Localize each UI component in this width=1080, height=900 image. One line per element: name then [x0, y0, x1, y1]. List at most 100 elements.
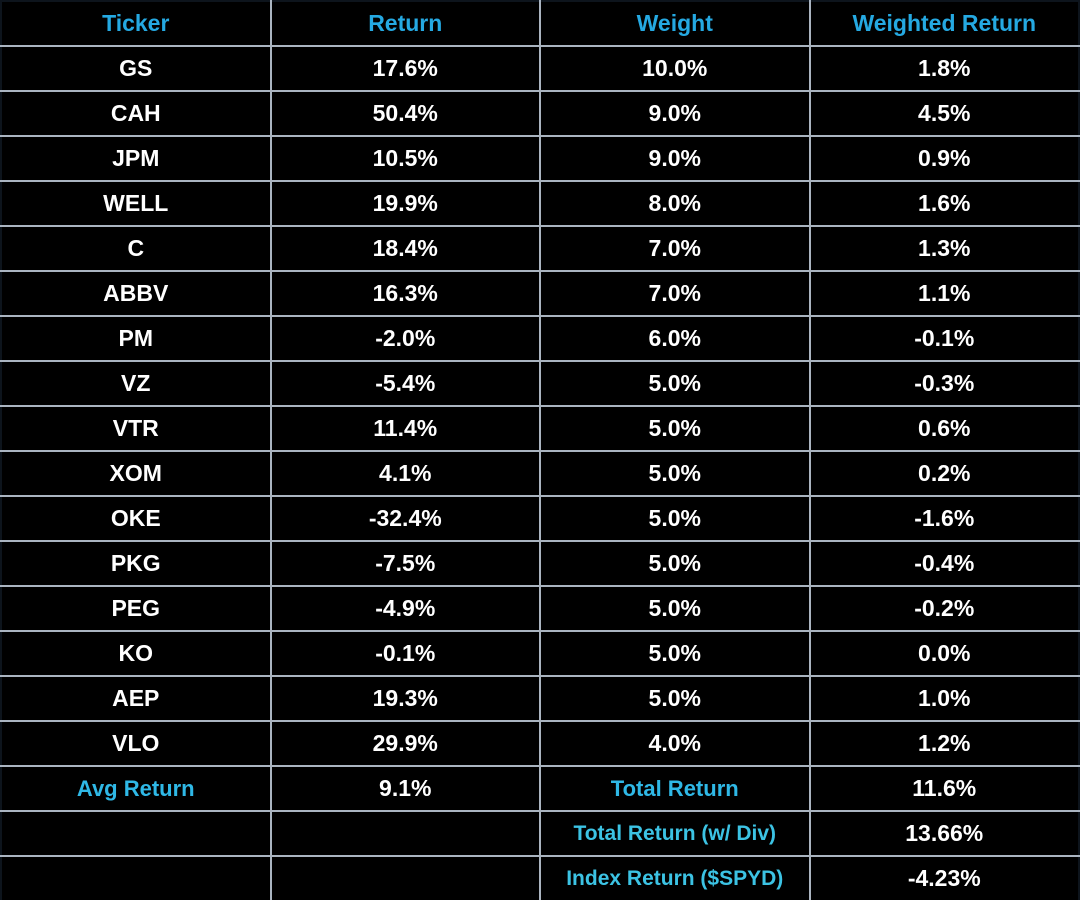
- return-cell: -0.1%: [269, 630, 541, 677]
- weight-cell: 6.0%: [539, 315, 811, 362]
- weight-cell: 5.0%: [539, 540, 811, 587]
- total-return-label: Total Return: [539, 765, 811, 812]
- table-row: KO -0.1% 5.0% 0.0%: [0, 630, 1080, 677]
- ticker-cell: VTR: [0, 405, 272, 452]
- empty-cell: [0, 855, 272, 900]
- weighted-return-cell: -0.1%: [808, 315, 1080, 362]
- ticker-cell: AEP: [0, 675, 272, 722]
- header-row: Ticker Return Weight Weighted Return: [0, 0, 1080, 47]
- weighted-return-cell: 0.9%: [808, 135, 1080, 182]
- table-row: JPM 10.5% 9.0% 0.9%: [0, 135, 1080, 182]
- return-cell: 18.4%: [269, 225, 541, 272]
- weighted-return-cell: 4.5%: [808, 90, 1080, 137]
- weight-cell: 8.0%: [539, 180, 811, 227]
- weighted-return-cell: -1.6%: [808, 495, 1080, 542]
- return-cell: 19.3%: [269, 675, 541, 722]
- total-return-value: 11.6%: [808, 765, 1080, 812]
- return-cell: 19.9%: [269, 180, 541, 227]
- weight-cell: 7.0%: [539, 270, 811, 317]
- summary-row-avg: Avg Return 9.1% Total Return 11.6%: [0, 765, 1080, 812]
- column-header-return: Return: [269, 0, 541, 47]
- return-cell: 11.4%: [269, 405, 541, 452]
- weighted-return-cell: -0.3%: [808, 360, 1080, 407]
- weighted-return-cell: 0.0%: [808, 630, 1080, 677]
- return-cell: -5.4%: [269, 360, 541, 407]
- weighted-return-cell: 0.6%: [808, 405, 1080, 452]
- table-row: VTR 11.4% 5.0% 0.6%: [0, 405, 1080, 452]
- avg-return-value: 9.1%: [269, 765, 541, 812]
- weight-cell: 5.0%: [539, 495, 811, 542]
- ticker-cell: ABBV: [0, 270, 272, 317]
- table-row: CAH 50.4% 9.0% 4.5%: [0, 90, 1080, 137]
- return-cell: -2.0%: [269, 315, 541, 362]
- ticker-cell: XOM: [0, 450, 272, 497]
- table-row: XOM 4.1% 5.0% 0.2%: [0, 450, 1080, 497]
- table-row: PKG -7.5% 5.0% -0.4%: [0, 540, 1080, 587]
- return-cell: 29.9%: [269, 720, 541, 767]
- table-row: VZ -5.4% 5.0% -0.3%: [0, 360, 1080, 407]
- return-cell: -4.9%: [269, 585, 541, 632]
- table-row: VLO 29.9% 4.0% 1.2%: [0, 720, 1080, 767]
- return-cell: -7.5%: [269, 540, 541, 587]
- table-row: ABBV 16.3% 7.0% 1.1%: [0, 270, 1080, 317]
- empty-cell: [269, 810, 541, 857]
- return-cell: 16.3%: [269, 270, 541, 317]
- table-row: PEG -4.9% 5.0% -0.2%: [0, 585, 1080, 632]
- table-row: AEP 19.3% 5.0% 1.0%: [0, 675, 1080, 722]
- table-body: GS 17.6% 10.0% 1.8% CAH 50.4% 9.0% 4.5% JPM 10.5%…: [0, 45, 1080, 767]
- table-header: Ticker Return Weight Weighted Return: [0, 0, 1080, 47]
- weighted-return-cell: 1.8%: [808, 45, 1080, 92]
- weight-cell: 10.0%: [539, 45, 811, 92]
- ticker-cell: CAH: [0, 90, 272, 137]
- avg-return-label: Avg Return: [0, 765, 272, 812]
- summary-row-total-with-div: Total Return (w/ Div) 13.66%: [0, 810, 1080, 857]
- ticker-cell: PKG: [0, 540, 272, 587]
- weighted-return-cell: 1.1%: [808, 270, 1080, 317]
- weighted-return-cell: 1.3%: [808, 225, 1080, 272]
- ticker-cell: C: [0, 225, 272, 272]
- ticker-cell: GS: [0, 45, 272, 92]
- table-row: GS 17.6% 10.0% 1.8%: [0, 45, 1080, 92]
- weighted-return-cell: -0.4%: [808, 540, 1080, 587]
- return-cell: -32.4%: [269, 495, 541, 542]
- ticker-cell: JPM: [0, 135, 272, 182]
- weighted-return-cell: 0.2%: [808, 450, 1080, 497]
- weight-cell: 5.0%: [539, 360, 811, 407]
- total-return-w-div-value: 13.66%: [808, 810, 1080, 857]
- column-header-ticker: Ticker: [0, 0, 272, 47]
- weighted-return-cell: 1.0%: [808, 675, 1080, 722]
- weighted-return-cell: 1.6%: [808, 180, 1080, 227]
- index-return-spyd-value: -4.23%: [808, 855, 1080, 900]
- column-header-weighted-return: Weighted Return: [808, 0, 1080, 47]
- weighted-return-cell: 1.2%: [808, 720, 1080, 767]
- weight-cell: 5.0%: [539, 405, 811, 452]
- weight-cell: 9.0%: [539, 90, 811, 137]
- table-row: PM -2.0% 6.0% -0.1%: [0, 315, 1080, 362]
- index-return-spyd-label: Index Return ($SPYD): [539, 855, 811, 900]
- return-cell: 17.6%: [269, 45, 541, 92]
- empty-cell: [269, 855, 541, 900]
- weight-cell: 5.0%: [539, 450, 811, 497]
- total-return-w-div-label: Total Return (w/ Div): [539, 810, 811, 857]
- table-row: C 18.4% 7.0% 1.3%: [0, 225, 1080, 272]
- return-cell: 10.5%: [269, 135, 541, 182]
- weighted-return-cell: -0.2%: [808, 585, 1080, 632]
- weight-cell: 5.0%: [539, 630, 811, 677]
- weight-cell: 4.0%: [539, 720, 811, 767]
- ticker-cell: PM: [0, 315, 272, 362]
- table-row: WELL 19.9% 8.0% 1.6%: [0, 180, 1080, 227]
- ticker-cell: PEG: [0, 585, 272, 632]
- summary-row-index-return: Index Return ($SPYD) -4.23%: [0, 855, 1080, 900]
- ticker-cell: KO: [0, 630, 272, 677]
- ticker-cell: VZ: [0, 360, 272, 407]
- empty-cell: [0, 810, 272, 857]
- ticker-cell: OKE: [0, 495, 272, 542]
- weight-cell: 7.0%: [539, 225, 811, 272]
- column-header-weight: Weight: [539, 0, 811, 47]
- weight-cell: 5.0%: [539, 675, 811, 722]
- weight-cell: 9.0%: [539, 135, 811, 182]
- return-cell: 4.1%: [269, 450, 541, 497]
- table-summary: Avg Return 9.1% Total Return 11.6% Total…: [0, 765, 1080, 900]
- weight-cell: 5.0%: [539, 585, 811, 632]
